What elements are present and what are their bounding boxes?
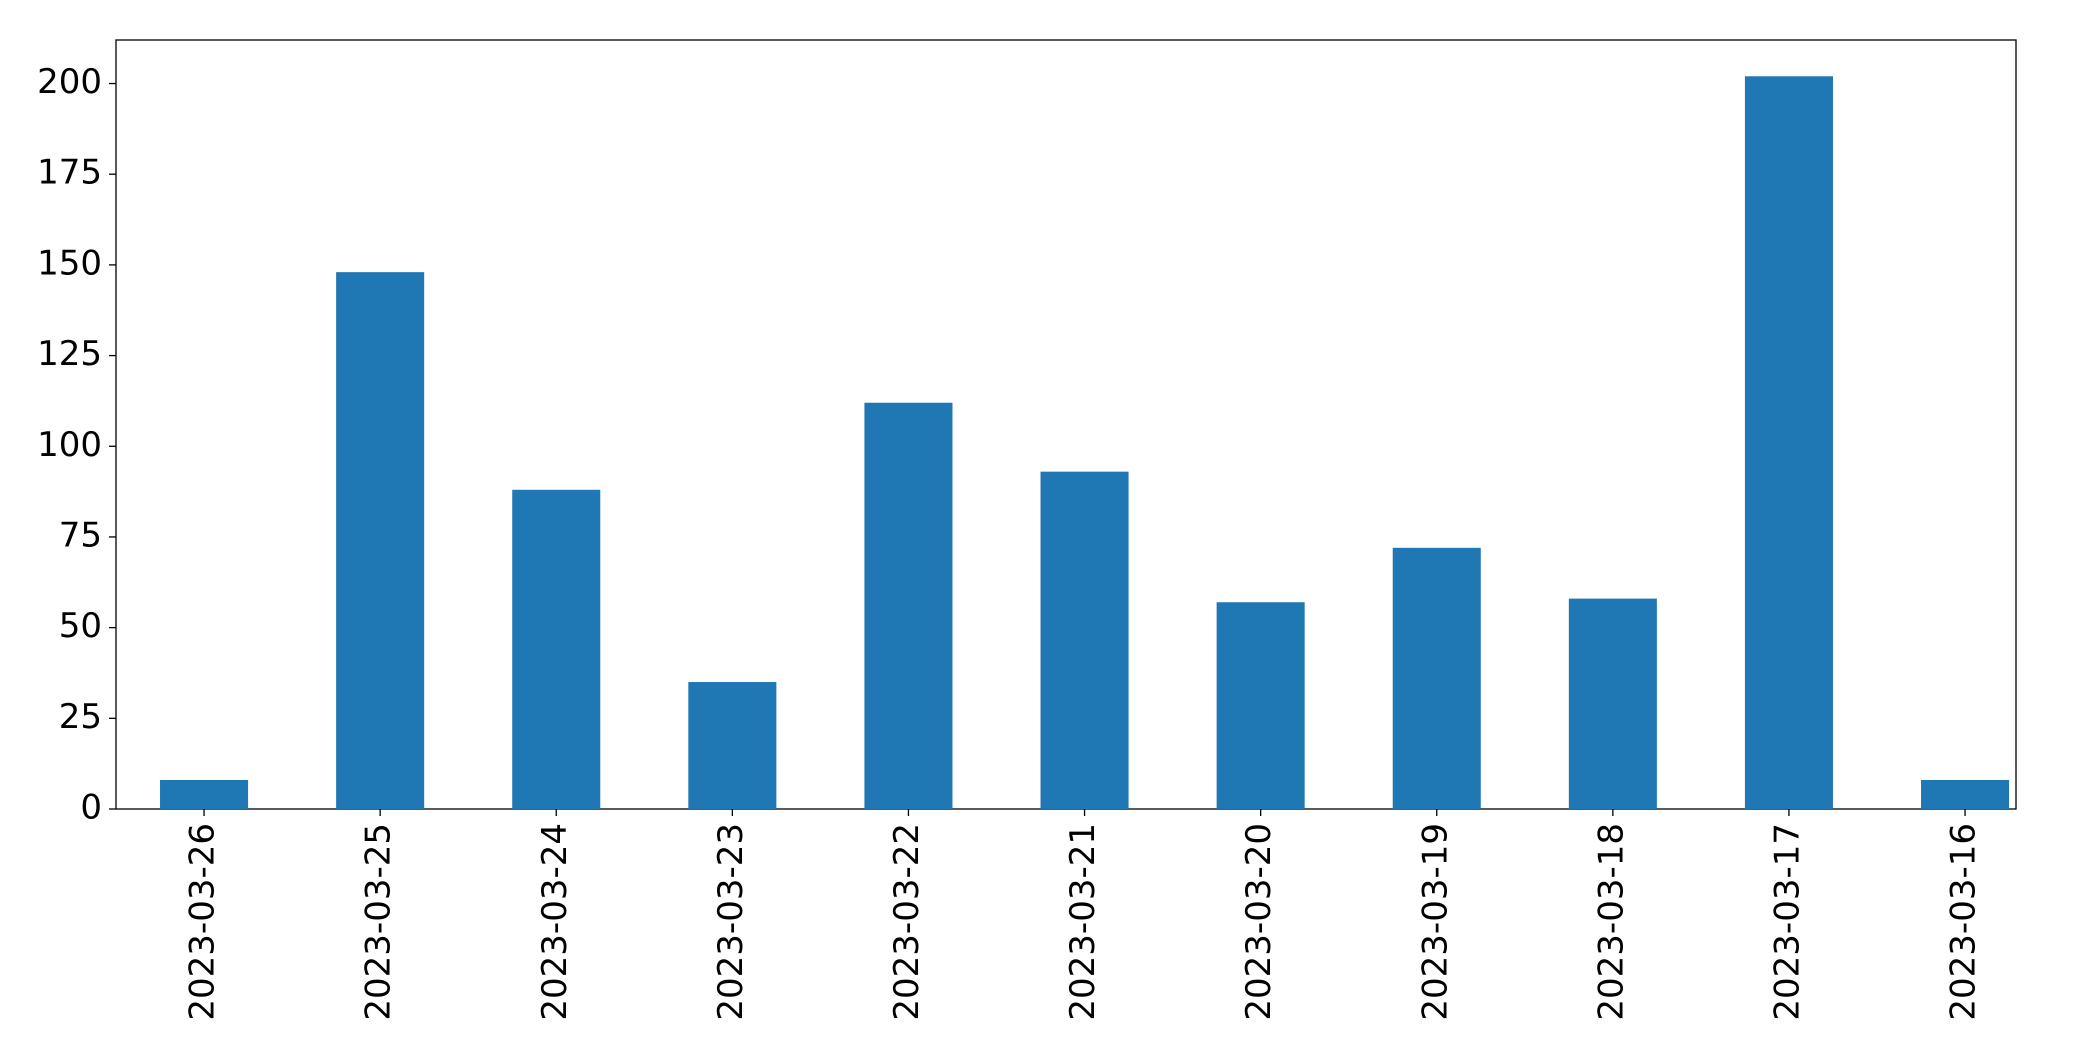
bar [336, 272, 425, 809]
bar [864, 402, 953, 809]
y-tick-label: 25 [59, 697, 102, 737]
bar [160, 779, 249, 809]
y-tick-label: 100 [37, 425, 102, 465]
bar [1921, 779, 2010, 809]
bar [1568, 598, 1657, 809]
x-tick-label: 2023-03-19 [1415, 823, 1455, 1021]
x-tick-label: 2023-03-21 [1063, 823, 1103, 1021]
y-tick-label: 50 [59, 606, 102, 646]
y-tick-label: 125 [37, 334, 102, 374]
y-tick-label: 200 [37, 62, 102, 102]
bar [512, 489, 601, 809]
y-tick-label: 150 [37, 243, 102, 283]
bar [1392, 547, 1481, 809]
bar [1040, 471, 1129, 809]
x-tick-label: 2023-03-24 [535, 823, 575, 1021]
y-tick-label: 0 [80, 788, 102, 828]
x-tick-label: 2023-03-18 [1591, 823, 1631, 1021]
y-tick-label: 75 [59, 515, 102, 555]
bar [1216, 602, 1305, 809]
bar [688, 682, 777, 809]
y-tick-label: 175 [37, 153, 102, 193]
x-tick-label: 2023-03-22 [887, 823, 927, 1021]
x-tick-label: 2023-03-23 [711, 823, 751, 1021]
x-tick-label: 2023-03-20 [1239, 823, 1279, 1021]
bar [1744, 76, 1833, 810]
x-tick-label: 2023-03-26 [183, 823, 223, 1021]
x-tick-label: 2023-03-16 [1944, 823, 1984, 1021]
x-tick-label: 2023-03-25 [359, 823, 399, 1021]
x-tick-label: 2023-03-17 [1767, 823, 1807, 1021]
